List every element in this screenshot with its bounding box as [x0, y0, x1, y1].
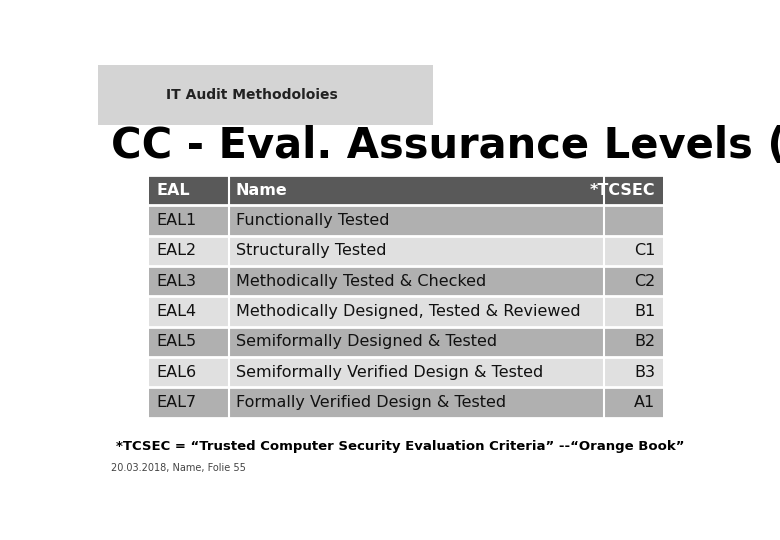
Bar [604, 235, 663, 266]
Text: Methodically Tested & Checked: Methodically Tested & Checked [236, 274, 486, 289]
Bar [604, 388, 663, 418]
Text: EAL7: EAL7 [156, 395, 197, 410]
Text: Semiformally Designed & Tested: Semiformally Designed & Tested [236, 334, 497, 349]
Bar [604, 175, 663, 205]
Text: C2: C2 [634, 274, 655, 289]
Text: IT Audit Methodoloies: IT Audit Methodoloies [166, 87, 338, 102]
Text: Formally Verified Design & Tested: Formally Verified Design & Tested [236, 395, 506, 410]
Bar [604, 327, 663, 357]
Text: A1: A1 [634, 395, 655, 410]
Text: Structurally Tested: Structurally Tested [236, 244, 386, 258]
Text: *TCSEC = “Trusted Computer Security Evaluation Criteria” --“Orange Book”: *TCSEC = “Trusted Computer Security Eval… [115, 440, 684, 453]
Text: EAL5: EAL5 [156, 334, 197, 349]
Text: EAL6: EAL6 [156, 365, 197, 380]
Bar [149, 296, 229, 327]
Bar [149, 357, 229, 388]
Text: EAL4: EAL4 [156, 304, 197, 319]
Bar [149, 388, 229, 418]
Bar [149, 205, 229, 235]
Text: Methodically Designed, Tested & Reviewed: Methodically Designed, Tested & Reviewed [236, 304, 580, 319]
Text: *TCSEC: *TCSEC [590, 183, 655, 198]
Bar [149, 327, 229, 357]
Text: Semiformally Verified Design & Tested: Semiformally Verified Design & Tested [236, 365, 543, 380]
Text: CC - Eval. Assurance Levels (EALs): CC - Eval. Assurance Levels (EALs) [111, 125, 780, 167]
Bar [229, 357, 604, 388]
Bar [229, 235, 604, 266]
Bar [229, 266, 604, 296]
Bar [149, 175, 229, 205]
Text: EAL3: EAL3 [156, 274, 196, 289]
Bar [149, 266, 229, 296]
Text: EAL: EAL [156, 183, 190, 198]
Bar [229, 296, 604, 327]
Text: EAL1: EAL1 [156, 213, 197, 228]
Bar [604, 296, 663, 327]
Text: Functionally Tested: Functionally Tested [236, 213, 389, 228]
Bar [604, 266, 663, 296]
Bar [98, 65, 433, 125]
Text: B3: B3 [634, 365, 655, 380]
Text: 20.03.2018, Name, Folie 55: 20.03.2018, Name, Folie 55 [111, 463, 246, 473]
Text: B1: B1 [634, 304, 655, 319]
Bar [604, 357, 663, 388]
Text: EAL2: EAL2 [156, 244, 197, 258]
Text: B2: B2 [634, 334, 655, 349]
Bar [229, 327, 604, 357]
Bar [149, 235, 229, 266]
Bar [229, 175, 604, 205]
Text: Name: Name [236, 183, 288, 198]
Bar [604, 205, 663, 235]
Text: C1: C1 [634, 244, 655, 258]
Bar [229, 205, 604, 235]
Bar [229, 388, 604, 418]
